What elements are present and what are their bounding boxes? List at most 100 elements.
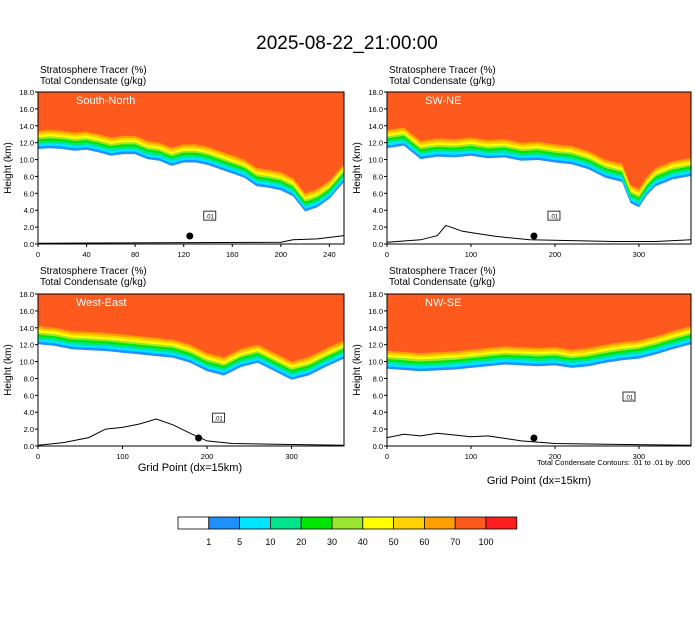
x-axis: 0 100 200 300 <box>36 446 298 461</box>
x-tick-label: 100 <box>465 452 478 461</box>
panel-header-4-line2: Total Condensate (g/kg) <box>389 277 495 288</box>
y-tick-label: 14.0 <box>368 122 383 131</box>
x-tick-label: 0 <box>36 250 40 259</box>
y-tick-label: 4.0 <box>24 206 34 215</box>
plot-area <box>38 294 344 446</box>
contour-note: Total Condensate Contours: .01 to .01 by… <box>537 458 690 467</box>
contour-label: .01 <box>206 215 215 221</box>
location-marker <box>530 434 538 442</box>
terrain-line <box>387 224 691 243</box>
y-tick-label: 0.0 <box>373 442 383 451</box>
x-tick-label: 300 <box>633 452 646 461</box>
colorbar-swatch <box>177 516 210 530</box>
colorbar-swatch <box>393 516 425 530</box>
colorbar-swatch <box>239 516 271 530</box>
plot-frame <box>386 91 692 245</box>
contour-label-box <box>212 412 226 423</box>
y-axis: 0.0 2.0 4.0 6.0 8.0 10.0 12.0 14.0 16.0 18.0 <box>368 88 387 249</box>
y-tick-label: 4.0 <box>373 206 383 215</box>
terrain-line <box>38 418 344 446</box>
tracer-band <box>387 294 691 354</box>
x-tick-label: 0 <box>36 452 40 461</box>
y-tick-label: 4.0 <box>24 408 34 417</box>
y-tick-label: 8.0 <box>373 172 383 181</box>
panel-3: West-East 0.0 2.0 4.0 6.0 8.0 10.0 12.0 14.0 16.0… <box>19 290 345 461</box>
panel-label: NW-SE <box>425 297 461 309</box>
colorbar-tick-label: 20 <box>296 537 306 547</box>
colorbar-swatch <box>423 516 456 530</box>
x-tick-label: 300 <box>633 250 646 259</box>
contour-label: .01 <box>214 417 223 423</box>
panel-header-4-line1: Stratosphere Tracer (%) <box>389 266 496 277</box>
y-tick-label: 12.0 <box>19 139 34 148</box>
x-tick-label: 200 <box>201 452 214 461</box>
tracer-band <box>38 294 344 362</box>
y-tick-label: 8.0 <box>24 172 34 181</box>
colorbar-swatch <box>362 516 394 530</box>
y-axis-title-3: Height (km) <box>3 344 14 396</box>
y-tick-label: 8.0 <box>373 374 383 383</box>
y-tick-label: 10.0 <box>19 358 34 367</box>
y-tick-label: 6.0 <box>24 189 34 198</box>
colorbar-tick-label: 100 <box>478 537 493 547</box>
x-tick-label: 100 <box>465 250 478 259</box>
contour-label: .01 <box>625 396 634 402</box>
y-tick-label: 16.0 <box>368 105 383 114</box>
x-tick-label: 240 <box>323 250 336 259</box>
panels: South-North 0.0 2.0 4.0 6.0 8.0 10.0 12.0 14.0 16… <box>19 88 692 461</box>
y-axis: 0.0 2.0 4.0 6.0 8.0 10.0 12.0 14.0 16.0 18.0 <box>368 290 387 451</box>
tracer-band <box>38 92 344 194</box>
colorbar-tick-label: 60 <box>419 537 429 547</box>
colorbar: 1 5 10 20 30 40 50 60 70 100 <box>177 516 518 547</box>
contour-label: .01 <box>550 215 559 221</box>
x-axis-title-right: Grid Point (dx=15km) <box>487 475 591 487</box>
panel-2: SW-NE 0.0 2.0 4.0 6.0 8.0 10.0 12.0 14.0 16.0 18.0… <box>368 88 692 259</box>
x-tick-label: 0 <box>385 250 389 259</box>
x-tick-label: 120 <box>177 250 190 259</box>
panel-label: SW-NE <box>425 95 461 107</box>
y-tick-label: 8.0 <box>24 374 34 383</box>
y-tick-label: 16.0 <box>19 105 34 114</box>
colorbar-tick-label: 40 <box>358 537 368 547</box>
y-tick-label: 12.0 <box>368 341 383 350</box>
x-tick-label: 300 <box>285 452 298 461</box>
colorbar-tick-label: 5 <box>237 537 242 547</box>
y-axis: 0.0 2.0 4.0 6.0 8.0 10.0 12.0 14.0 16.0 18.0 <box>19 290 38 451</box>
y-tick-label: 2.0 <box>24 425 34 434</box>
x-axis-title-left: Grid Point (dx=15km) <box>138 462 242 474</box>
x-axis: 0 40 80 120 160 200 240 <box>36 244 336 259</box>
plot-area <box>387 92 691 244</box>
terrain-line <box>387 432 691 446</box>
y-tick-label: 10.0 <box>368 156 383 165</box>
y-tick-label: 12.0 <box>19 341 34 350</box>
y-tick-label: 6.0 <box>24 391 34 400</box>
colorbar-tick-label: 50 <box>389 537 399 547</box>
plot-frame <box>37 91 345 245</box>
y-tick-label: 2.0 <box>373 425 383 434</box>
colorbar-swatch <box>331 516 364 530</box>
y-tick-label: 14.0 <box>19 122 34 131</box>
contour-label-box <box>203 210 217 221</box>
x-tick-label: 200 <box>549 452 562 461</box>
colorbar-swatch <box>300 516 333 530</box>
y-tick-label: 18.0 <box>19 290 34 299</box>
panel-header-1-line2: Total Condensate (g/kg) <box>40 76 146 87</box>
y-tick-label: 0.0 <box>373 240 383 249</box>
contour-label-box <box>622 391 636 402</box>
x-tick-label: 40 <box>82 250 90 259</box>
y-tick-label: 14.0 <box>19 324 34 333</box>
x-tick-label: 100 <box>116 452 129 461</box>
y-tick-label: 10.0 <box>19 156 34 165</box>
y-tick-label: 12.0 <box>368 139 383 148</box>
y-tick-label: 0.0 <box>24 442 34 451</box>
y-tick-label: 18.0 <box>19 88 34 97</box>
y-tick-label: 14.0 <box>368 324 383 333</box>
y-tick-label: 6.0 <box>373 189 383 198</box>
colorbar-tick-label: 30 <box>327 537 337 547</box>
colorbar-tick-label: 1 <box>206 537 211 547</box>
plot-frame <box>386 293 692 447</box>
plot-frame <box>37 293 345 447</box>
colorbar-tick-label: 70 <box>450 537 460 547</box>
panel-header-3-line2: Total Condensate (g/kg) <box>40 277 146 288</box>
